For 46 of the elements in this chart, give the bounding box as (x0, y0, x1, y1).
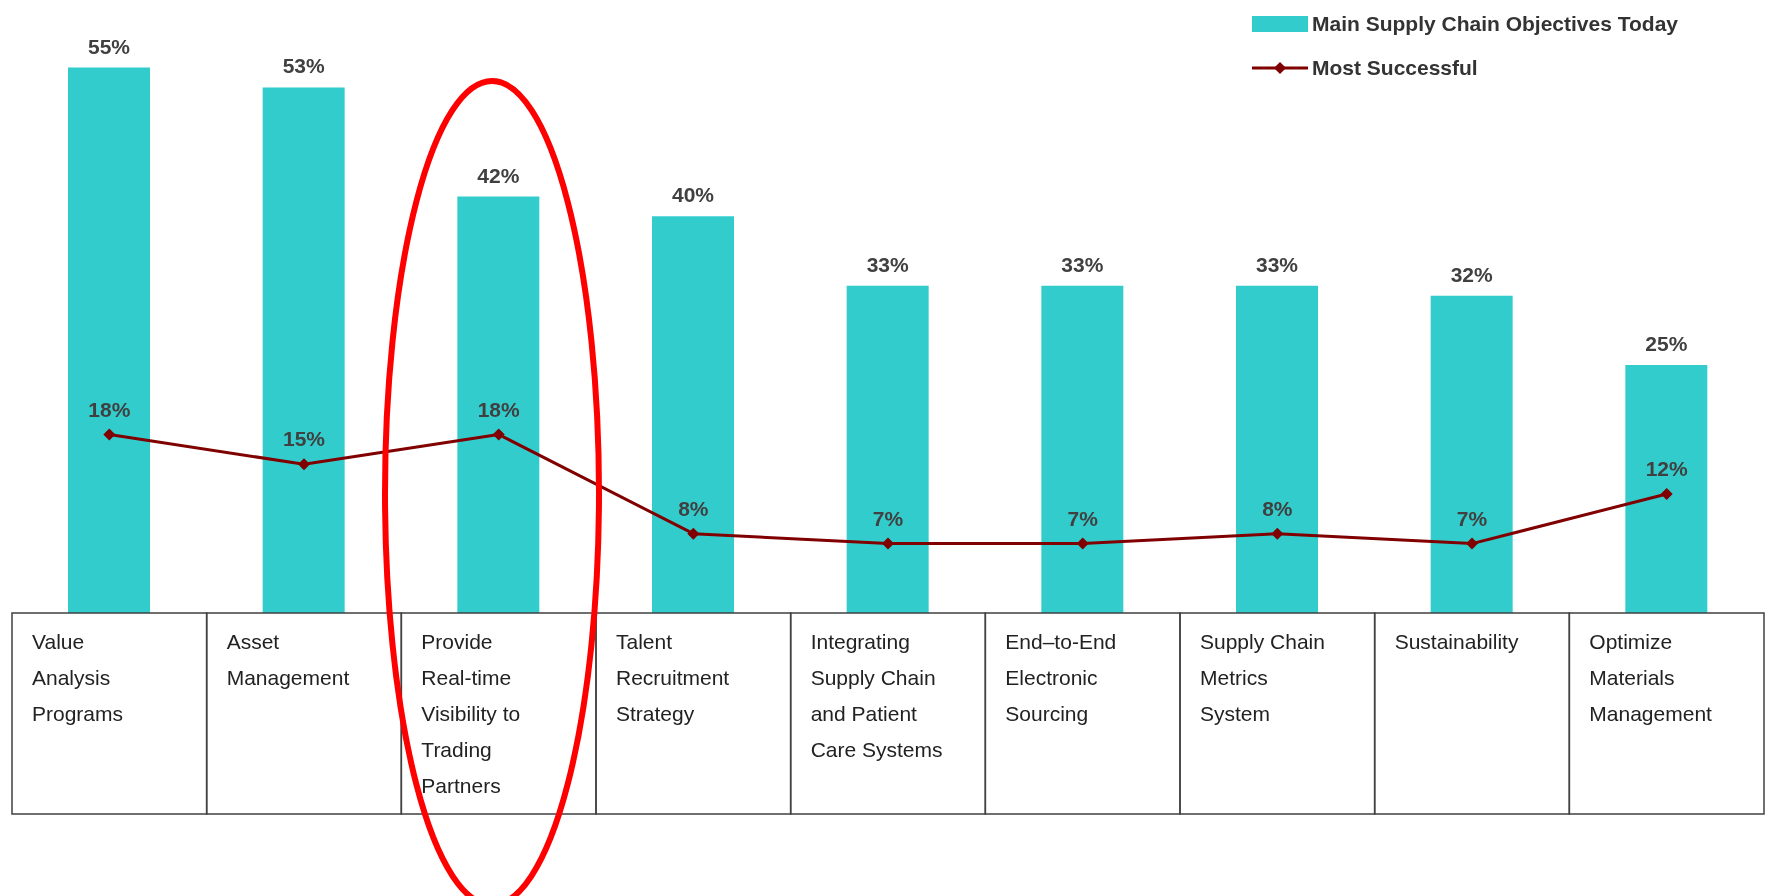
point (492, 428, 505, 441)
data-label: 18% (477, 397, 521, 421)
x-tick-label: Optimize Materials Management (1589, 630, 1713, 725)
point (298, 458, 310, 471)
data-label: 33% (1061, 252, 1104, 276)
data-label: 12% (1645, 457, 1689, 480)
x-tick-label: Value Analysis Programs (32, 630, 124, 725)
data-label: 42% (477, 163, 520, 187)
x-tick-label: Asset Management (226, 630, 350, 689)
data-label: 18% (88, 397, 131, 421)
bar (1041, 285, 1124, 613)
x-tick-label: End–to-End Electronic Sourcing (1005, 630, 1117, 725)
data-label: 33% (1255, 252, 1299, 276)
data-label: 40% (671, 183, 715, 207)
legend-label: Main Supply Chain Objectives Today (1311, 12, 1678, 36)
bar (68, 67, 150, 613)
x-tick-label: Integrating Supply Chain and Patient Care Systems (810, 630, 943, 761)
x-tick-label: Talent Recruitment Strategy (616, 630, 730, 725)
data-label: 7% (1456, 506, 1488, 530)
point (1660, 488, 1673, 500)
bar (1236, 285, 1318, 613)
bar (457, 196, 540, 613)
bar (1430, 295, 1513, 613)
point (1466, 537, 1478, 550)
bar (262, 87, 345, 613)
data-label: 55% (87, 34, 131, 58)
data-label: 53% (282, 54, 326, 78)
point (103, 428, 116, 441)
data-label: 7% (1067, 506, 1099, 530)
data-label: 25% (1645, 332, 1688, 356)
data-label: 8% (1262, 496, 1293, 520)
x-tick-label: Supply Chain Metrics System (1200, 630, 1325, 725)
data-label: 8% (678, 496, 709, 520)
bar (1625, 365, 1708, 613)
x-tick-label: Provide Real-time Visibility to Trading Partners (421, 630, 521, 797)
data-label: 15% (282, 427, 326, 451)
point (687, 527, 700, 540)
data-label: 7% (872, 506, 904, 530)
bar (652, 216, 734, 613)
bar (846, 285, 929, 613)
legend-label: Most Successful (1311, 56, 1478, 80)
x-tick-label: Sustainability (1394, 630, 1519, 653)
point (1271, 527, 1284, 540)
data-label: 32% (1450, 262, 1494, 286)
data-label: 33% (866, 252, 910, 276)
point (882, 537, 894, 550)
